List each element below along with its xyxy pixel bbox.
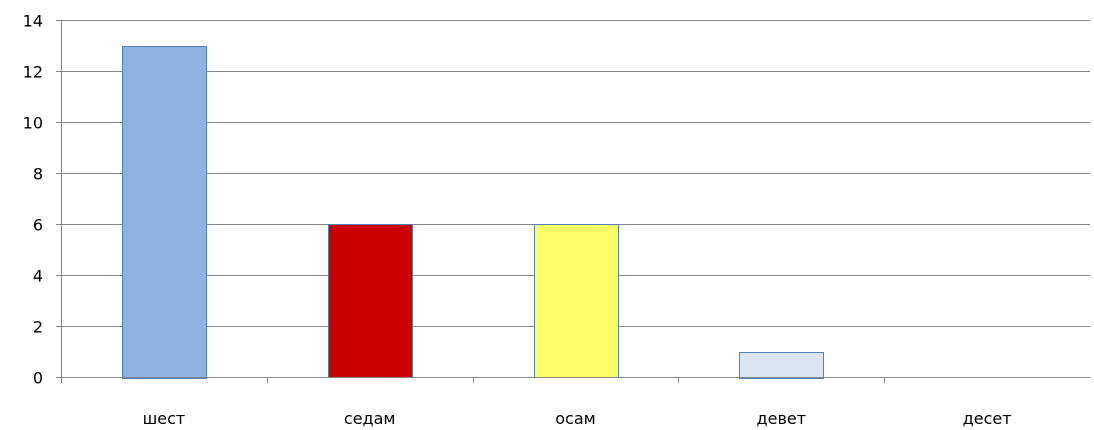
y-tick-label: 8 xyxy=(33,165,43,184)
bar-1 xyxy=(328,224,413,378)
y-tick-label: 10 xyxy=(23,114,43,133)
axes xyxy=(56,20,1090,383)
y-tick-labels: 0 2 4 6 8 10 12 14 xyxy=(23,12,43,388)
x-tick-labels: шест седам осам девет десет xyxy=(143,409,1012,428)
y-tick-label: 14 xyxy=(23,12,43,31)
x-tick-label: десет xyxy=(963,409,1012,428)
x-tick-label: осам xyxy=(555,409,595,428)
y-tick-label: 6 xyxy=(33,216,43,235)
y-tick-label: 12 xyxy=(23,63,43,82)
bar-2 xyxy=(534,224,619,378)
bar-3 xyxy=(739,352,824,379)
y-tick-label: 2 xyxy=(33,318,43,337)
bar-0 xyxy=(122,46,207,379)
x-tick-label: седам xyxy=(344,409,396,428)
y-tick-label: 0 xyxy=(33,369,43,388)
bars xyxy=(122,46,824,379)
y-tick-label: 4 xyxy=(33,267,43,286)
x-tick-label: шест xyxy=(143,409,186,428)
x-tick-label: девет xyxy=(757,409,807,428)
